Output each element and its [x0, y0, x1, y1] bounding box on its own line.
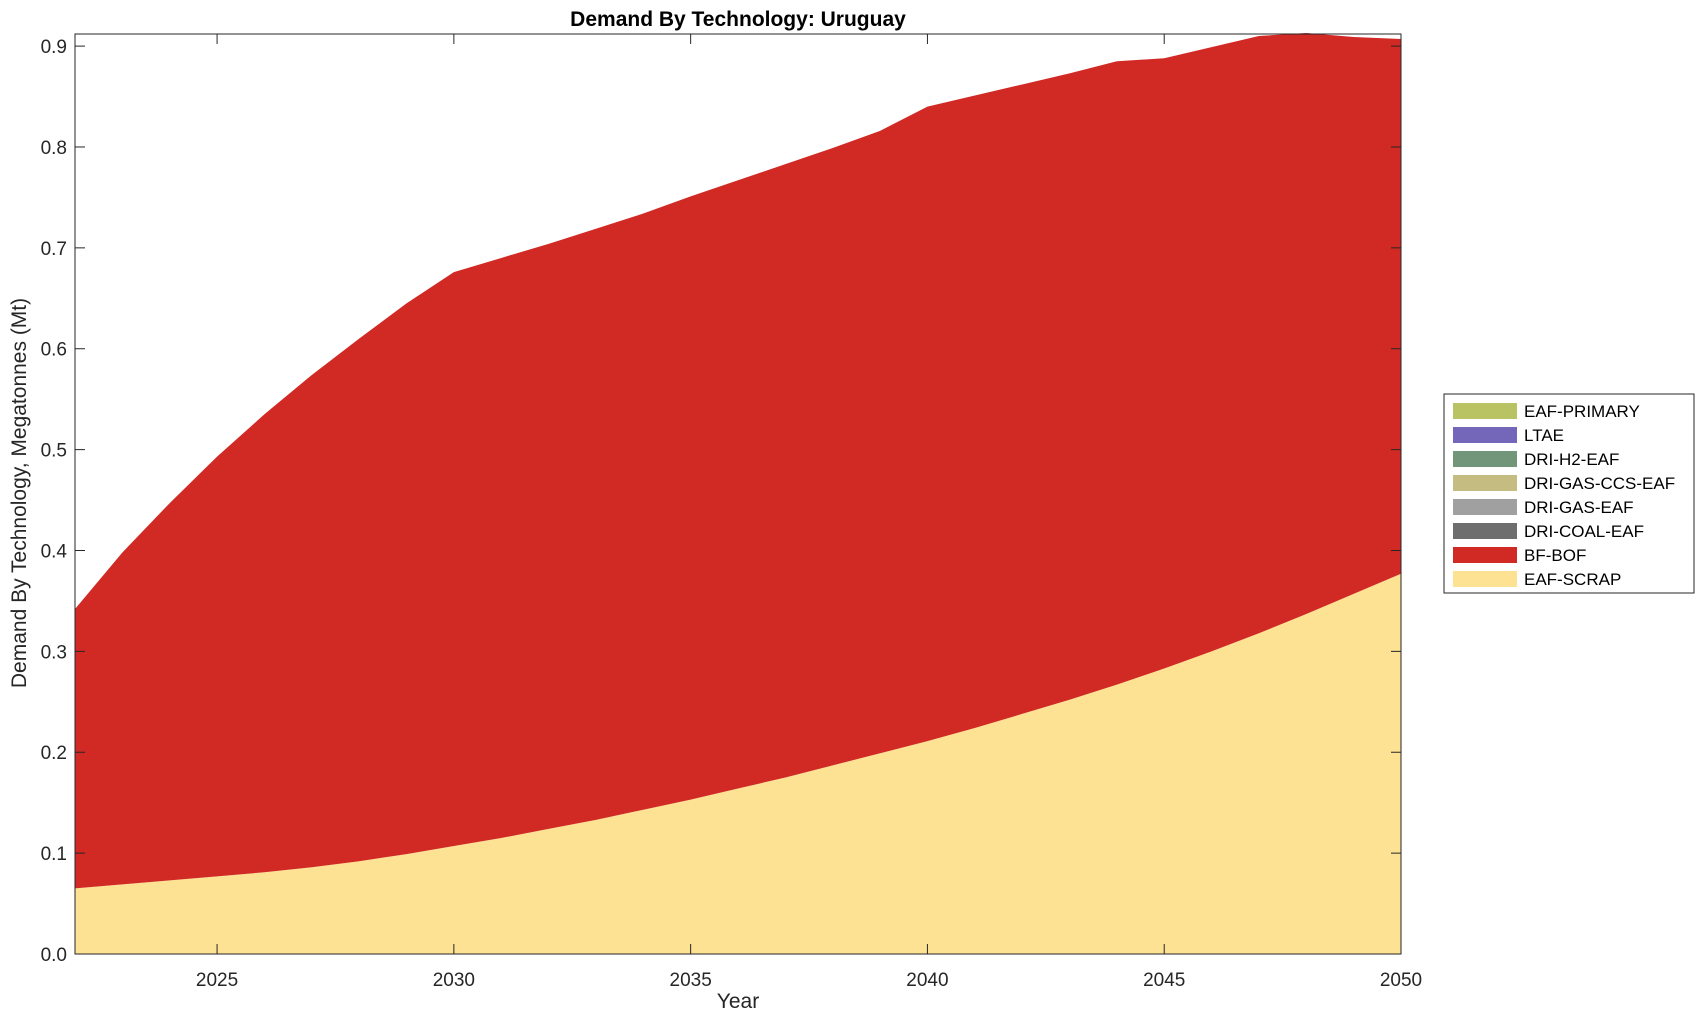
y-tick-label: 0.6 — [41, 340, 67, 361]
y-tick-label: 0.2 — [41, 743, 67, 764]
y-tick-labels: 0.0 0.1 0.2 0.3 0.4 0.5 0.6 0.7 0.8 0.9 — [41, 37, 68, 966]
legend-swatch — [1453, 499, 1517, 515]
y-tick-label: 0.4 — [41, 541, 68, 562]
tick-marks — [75, 34, 1402, 955]
x-tick-label: 2030 — [433, 970, 475, 991]
legend-label: DRI-H2-EAF — [1524, 450, 1619, 469]
legend-swatch — [1453, 403, 1517, 419]
legend-label: DRI-GAS-CCS-EAF — [1524, 474, 1675, 493]
area-bf-bof — [75, 32, 1401, 889]
legend-label: BF-BOF — [1524, 546, 1586, 565]
legend-label: DRI-GAS-EAF — [1524, 498, 1634, 517]
y-tick-label: 0.5 — [41, 441, 67, 462]
plot-frame — [74, 33, 1402, 955]
y-tick-label: 0.3 — [41, 642, 67, 663]
legend-label: EAF-SCRAP — [1524, 570, 1621, 589]
legend-swatch — [1453, 427, 1517, 443]
y-tick-label: 0.8 — [41, 138, 67, 159]
legend-swatch — [1453, 571, 1517, 587]
x-axis-label: Year — [717, 990, 759, 1013]
y-tick-label: 0.7 — [41, 239, 67, 260]
y-axis-label: Demand By Technology, Megatonnes (Mt) — [8, 298, 31, 688]
x-tick-label: 2045 — [1143, 970, 1185, 991]
area-series-group — [75, 32, 1401, 954]
area-eaf-scrap — [75, 573, 1401, 954]
legend-swatch — [1453, 547, 1517, 563]
x-tick-label: 2040 — [906, 970, 948, 991]
x-tick-label: 2025 — [196, 970, 238, 991]
legend-swatch — [1453, 475, 1517, 491]
legend-swatch — [1453, 523, 1517, 539]
legend-label: DRI-COAL-EAF — [1524, 522, 1644, 541]
x-tick-label: 2035 — [670, 970, 712, 991]
legend-label: EAF-PRIMARY — [1524, 402, 1640, 421]
legend-swatch — [1453, 451, 1517, 467]
legend-label: LTAE — [1524, 426, 1564, 445]
legend: EAF-PRIMARY LTAE DRI-H2-EAF DRI-GAS-CCS-EAF… — [1443, 393, 1695, 594]
x-tick-label: 2050 — [1380, 970, 1422, 991]
x-tick-labels: 2025 2030 2035 2040 2045 2050 — [196, 970, 1422, 991]
y-tick-label: 0.1 — [41, 844, 67, 865]
y-tick-label: 0.0 — [41, 945, 67, 966]
chart-title: Demand By Technology: Uruguay — [570, 8, 906, 31]
y-tick-label: 0.9 — [41, 37, 67, 58]
